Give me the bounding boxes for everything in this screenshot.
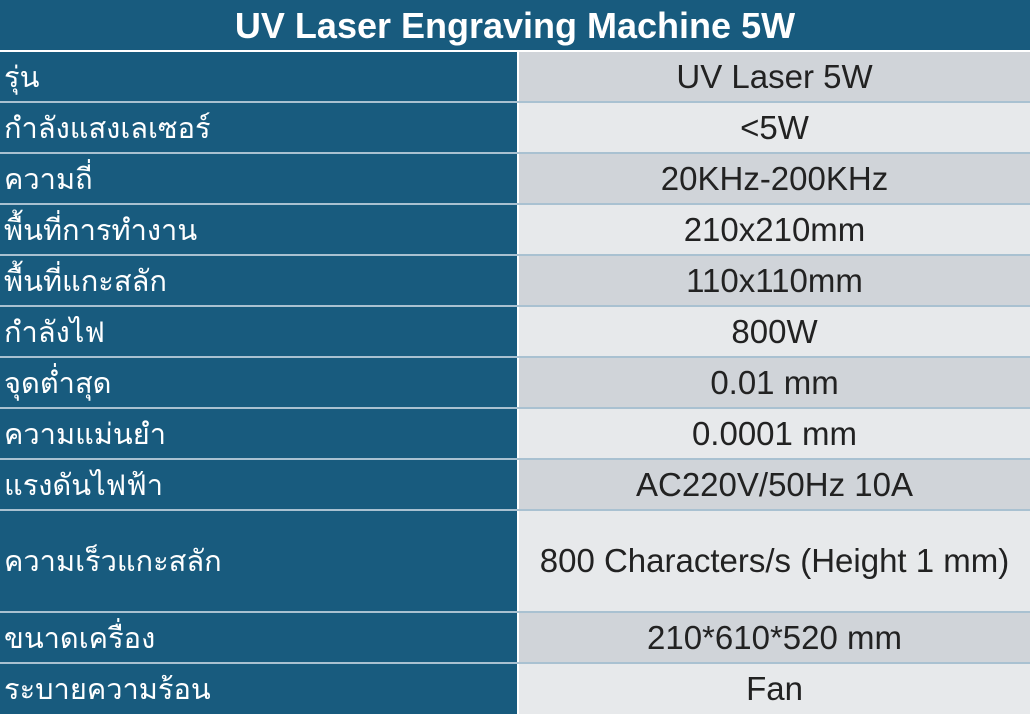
spec-value: 0.01 mm [519, 358, 1030, 407]
table-row: พื้นที่แกะสลัก 110x110mm [0, 256, 1030, 307]
table-row: แรงดันไฟฟ้า AC220V/50Hz 10A [0, 460, 1030, 511]
spec-value: 0.0001 mm [519, 409, 1030, 458]
spec-label: ความแม่นยำ [0, 409, 519, 458]
spec-value: Fan [519, 664, 1030, 714]
spec-value: <5W [519, 103, 1030, 152]
spec-value: 110x110mm [519, 256, 1030, 305]
spec-label: ความถี่ [0, 154, 519, 203]
spec-label: ขนาดเครื่อง [0, 613, 519, 662]
spec-label: ความเร็วแกะสลัก [0, 511, 519, 611]
spec-label: จุดต่ำสุด [0, 358, 519, 407]
table-row: จุดต่ำสุด 0.01 mm [0, 358, 1030, 409]
spec-value: 210*610*520 mm [519, 613, 1030, 662]
table-row: พื้นที่การทำงาน 210x210mm [0, 205, 1030, 256]
spec-table: รุ่น UV Laser 5W กำลังแสงเลเซอร์ <5W ความถี่… [0, 52, 1030, 714]
spec-value: 800W [519, 307, 1030, 356]
table-title: UV Laser Engraving Machine 5W [0, 0, 1030, 52]
spec-label: พื้นที่แกะสลัก [0, 256, 519, 305]
table-row: กำลังแสงเลเซอร์ <5W [0, 103, 1030, 154]
table-row: ความเร็วแกะสลัก 800 Characters/s (Height … [0, 511, 1030, 613]
spec-label: แรงดันไฟฟ้า [0, 460, 519, 509]
table-row: ความแม่นยำ 0.0001 mm [0, 409, 1030, 460]
spec-value: 800 Characters/s (Height 1 mm) [519, 511, 1030, 611]
spec-label: พื้นที่การทำงาน [0, 205, 519, 254]
table-row: ขนาดเครื่อง 210*610*520 mm [0, 613, 1030, 664]
table-row: กำลังไฟ 800W [0, 307, 1030, 358]
spec-value: 210x210mm [519, 205, 1030, 254]
spec-label: ระบายความร้อน [0, 664, 519, 714]
spec-value: 20KHz-200KHz [519, 154, 1030, 203]
spec-value: UV Laser 5W [519, 52, 1030, 101]
table-row: ระบายความร้อน Fan [0, 664, 1030, 714]
table-row: รุ่น UV Laser 5W [0, 52, 1030, 103]
spec-label: รุ่น [0, 52, 519, 101]
spec-value: AC220V/50Hz 10A [519, 460, 1030, 509]
spec-label: กำลังแสงเลเซอร์ [0, 103, 519, 152]
spec-label: กำลังไฟ [0, 307, 519, 356]
table-row: ความถี่ 20KHz-200KHz [0, 154, 1030, 205]
